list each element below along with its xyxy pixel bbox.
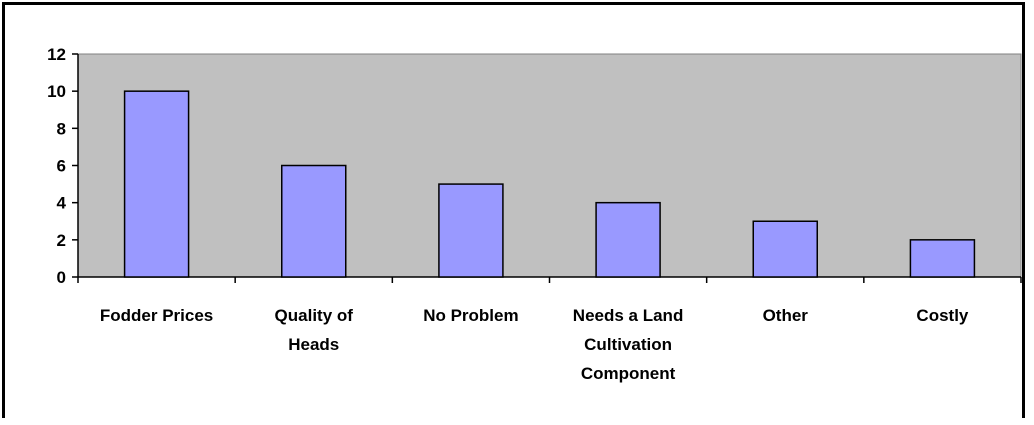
y-axis: 0 2 4 6 8 10 12 [47,45,79,287]
bar [438,183,504,278]
bar [752,220,818,278]
bars [123,90,976,278]
x-category-label-line: Costly [916,306,969,325]
y-tick-label: 12 [47,45,66,64]
x-category-label-line: Component [581,364,676,383]
x-category-label-line: Other [763,306,809,325]
y-tick-label: 8 [57,119,66,138]
bar [909,239,976,278]
x-category-label: Costly [916,306,969,325]
bar [123,90,190,278]
plot-area [77,53,1022,278]
x-category-label-line: Cultivation [584,335,672,354]
x-category-label-line: Quality of [275,306,354,325]
x-category-label-line: Fodder Prices [100,306,213,325]
x-category-label-line: Needs a Land [573,306,684,325]
x-category-label: No Problem [423,306,518,325]
y-tick-label: 6 [57,157,66,176]
x-category-label-line: Heads [288,335,339,354]
y-tick-label: 0 [57,268,66,287]
x-category-label: Fodder Prices [100,306,213,325]
y-tick-label: 2 [57,231,66,250]
x-category-label: Needs a Land Cultivation Component [573,306,684,383]
bar [595,201,661,278]
y-tick-label: 4 [57,194,67,213]
bar [281,164,347,278]
x-category-label: Quality of Heads [275,306,354,354]
x-category-label: Other [763,306,809,325]
y-tick-label: 10 [47,82,66,101]
x-category-labels: Fodder Prices Quality of Heads No Problem Ne… [100,306,969,383]
x-category-label-line: No Problem [423,306,518,325]
chart-frame [2,2,1025,418]
x-axis [77,276,1022,283]
